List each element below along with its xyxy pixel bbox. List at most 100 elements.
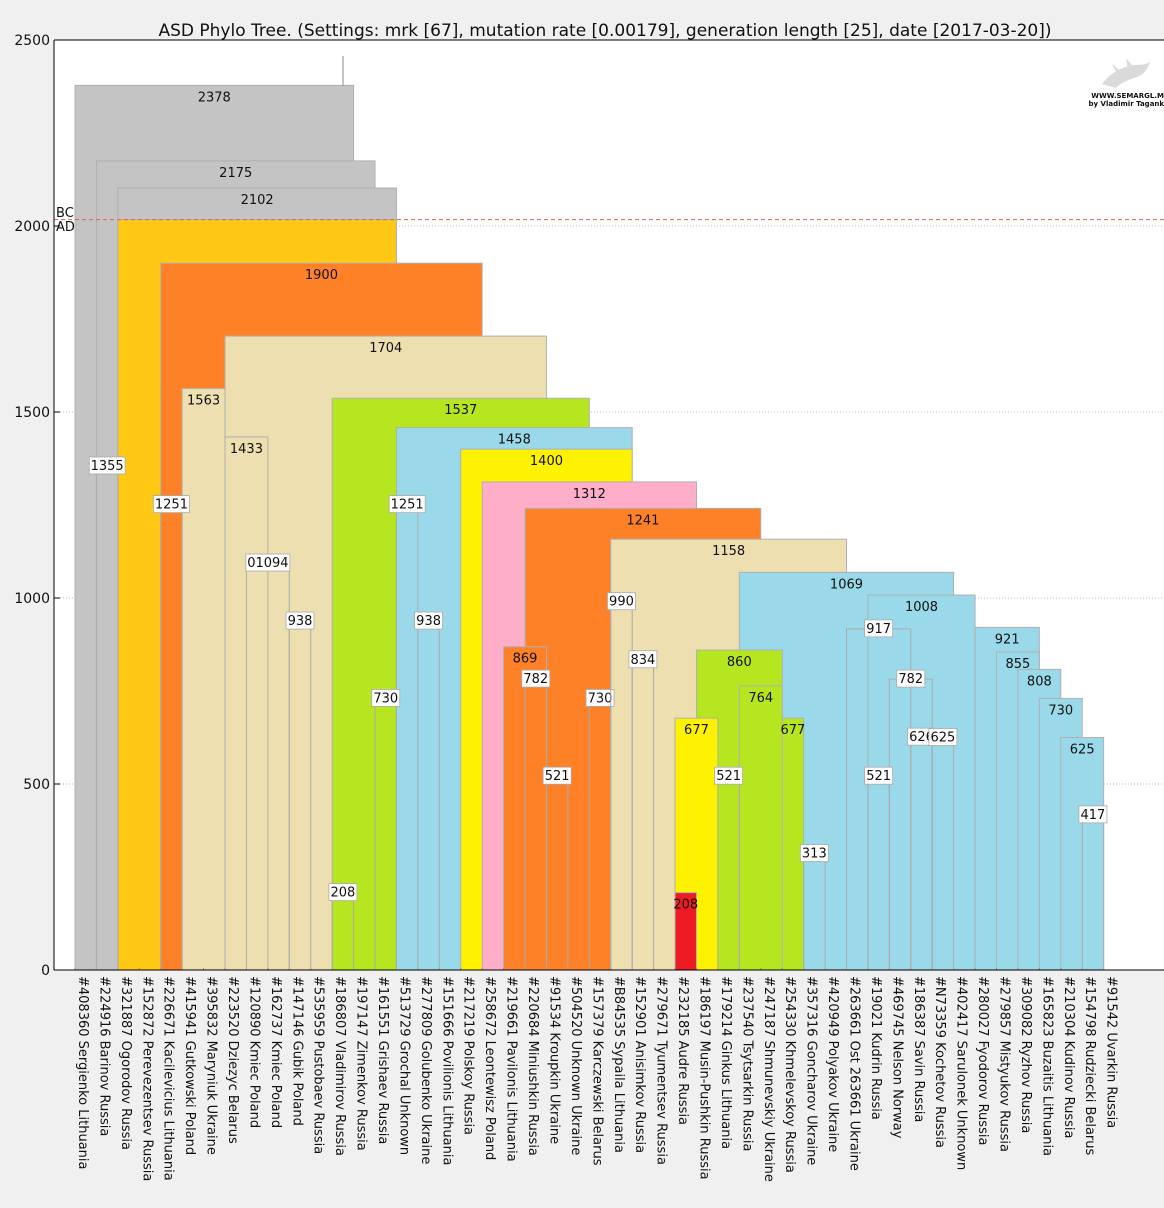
leaf-label: #408360 Sergienko Lithuania xyxy=(75,976,90,1169)
clade-label: 1400 xyxy=(530,454,563,469)
clade-label: 855 xyxy=(1006,657,1031,672)
node-label: 938 xyxy=(416,614,441,629)
node-label: 782 xyxy=(898,672,923,687)
node-label: 313 xyxy=(802,847,827,862)
node-label: 730 xyxy=(588,691,613,706)
node-label-box xyxy=(864,766,894,785)
leaf-label: #157379 Karczewski Belarus xyxy=(589,976,604,1166)
node-label: 521 xyxy=(866,769,891,784)
node-label-box xyxy=(388,495,426,514)
clade-label: 625 xyxy=(1070,743,1095,758)
leaf-label: #263661 Ost 263661 Ukraine xyxy=(846,976,861,1171)
leaf-label: #415941 Gutkowski Poland xyxy=(182,976,197,1155)
leaf-label: #91542 Uvarkin Russia xyxy=(1104,976,1119,1128)
clade-label: 1704 xyxy=(369,341,402,356)
clade-label: 1158 xyxy=(712,544,745,559)
leaf-label: #224916 Barinov Russia xyxy=(96,976,111,1136)
leaf-label: #151666 Povilionis Lithuania xyxy=(439,976,454,1165)
clade-label: 2175 xyxy=(219,166,252,181)
leaf-label: #197147 Zimenkov Russia xyxy=(354,976,369,1151)
leaf-label: #402417 Sarulonek Unknown xyxy=(954,976,969,1170)
node-label-box xyxy=(799,844,829,862)
node-label-box xyxy=(585,689,615,707)
clade-label: 1537 xyxy=(444,403,477,418)
leaf-label: #237540 Tsytsarkin Russia xyxy=(739,976,754,1151)
y-tick-label: 2500 xyxy=(14,33,50,49)
leaf-label: #165823 Buzaitis Lithuania xyxy=(1039,976,1054,1156)
y-tick-label: 2000 xyxy=(14,219,50,235)
leaf-label: #19021 Kudrin Russia xyxy=(868,976,883,1120)
clade-label: 1312 xyxy=(573,487,606,502)
node-label: 208 xyxy=(330,886,355,901)
clade-label: 208 xyxy=(673,898,698,913)
node-label: 521 xyxy=(716,769,741,784)
leaf-label: #247187 Shmunevskiy Ukraine xyxy=(761,976,776,1182)
node-label: 730 xyxy=(373,691,398,706)
leaf-label: #B84535 Sypaila Lithuania xyxy=(611,976,626,1153)
node-label: 917 xyxy=(866,622,891,637)
watermark-line1: WWW.SEMARGL.ME xyxy=(1091,92,1164,100)
node-label: 938 xyxy=(288,614,313,629)
clade-block xyxy=(738,685,783,971)
clade-label: 1900 xyxy=(305,268,338,283)
axis-layer: 0 500 1000 1500 2000 2500 xyxy=(14,33,1164,979)
era-label-ad: AD xyxy=(56,220,75,235)
node-label-box xyxy=(285,611,315,630)
node-label: 521 xyxy=(545,769,570,784)
leaf-label: #277809 Golubenko Ukraine xyxy=(418,976,433,1164)
leaf-label: #186807 Vladimirov Russia xyxy=(332,976,347,1156)
node-label: 782 xyxy=(523,672,548,687)
node-label: 625 xyxy=(931,731,956,746)
node-label-box xyxy=(542,766,572,785)
clade-block xyxy=(181,388,226,971)
leaf-label: #219661 Pavilonis Lithuania xyxy=(504,976,519,1162)
leaf-layer: #408360 Sergienko Lithuania #224916 Barin… xyxy=(74,968,1119,1182)
leaf-label: #513729 Grochal Unknown xyxy=(396,976,411,1155)
node-label-box xyxy=(896,669,926,688)
leaf-label: #469745 Nelson Norway xyxy=(889,976,904,1139)
node-label-box xyxy=(864,619,894,638)
clade-label: 860 xyxy=(727,655,752,670)
leaf-label: #152901 Anisimkov Russia xyxy=(632,976,647,1153)
clade-label: 677 xyxy=(684,723,709,738)
node-label-box xyxy=(88,456,126,475)
leaf-label: #258672 Leontewisz Poland xyxy=(482,976,497,1160)
node-label-box xyxy=(1078,805,1108,824)
clade-label: 764 xyxy=(748,691,773,706)
leaf-label: #504520 Unknown Ukraine xyxy=(568,976,583,1155)
leaf-label: #91534 Kroupkin Ukraine xyxy=(546,976,561,1144)
node-label: 01094 xyxy=(247,556,288,571)
leaf-label: #280027 Fyodorov Russia xyxy=(975,976,990,1145)
leaf-label: #254330 Khmelevskoy Russia xyxy=(782,976,797,1173)
clade-label: 677 xyxy=(780,723,805,738)
era-label-bc: BC xyxy=(56,206,74,221)
y-tick-label: 1000 xyxy=(14,591,50,607)
node-label: 834 xyxy=(630,653,655,668)
leaf-label: #N73359 Kochetov Russia xyxy=(932,976,947,1148)
node-label-box xyxy=(414,611,443,630)
leaf-label: #210304 Kudinov Russia xyxy=(1061,976,1076,1138)
leaf-label: #357316 Goncharov Ukraine xyxy=(804,976,819,1165)
leaf-label: #186387 Savin Russia xyxy=(911,976,926,1122)
y-tick-label: 1500 xyxy=(14,405,50,421)
clade-label: 1563 xyxy=(187,394,220,409)
leaf-label: #161551 Grishaev Russia xyxy=(375,976,390,1144)
clade-layer: 2378 2175 2102 1900 1704 1563 1433 1537 1458 1400… xyxy=(74,84,1105,971)
leaf-label: #152872 Perevezentsev Russia xyxy=(139,976,154,1181)
clade-label: 808 xyxy=(1027,674,1052,689)
leaf-label: #186197 Musin-Pushkin Russia xyxy=(696,976,711,1180)
node-label: 1251 xyxy=(155,498,188,513)
leaf-label: #154798 Rudziecki Belarus xyxy=(1082,976,1097,1156)
leaf-label: #279857 Mistyukov Russia xyxy=(996,976,1011,1152)
leaf-label: #321887 Ogorodov Russia xyxy=(118,976,133,1150)
node-label-box xyxy=(928,728,958,746)
clade-label: 921 xyxy=(995,632,1020,647)
node-label-box xyxy=(521,669,551,688)
y-tick-label: 0 xyxy=(41,963,50,979)
clade-label: 2378 xyxy=(198,90,231,105)
watermark: WWW.SEMARGL.ME by Vladimir Tagankin xyxy=(1089,58,1164,108)
clade-label: 2102 xyxy=(241,193,274,208)
node-label-box xyxy=(245,553,291,572)
